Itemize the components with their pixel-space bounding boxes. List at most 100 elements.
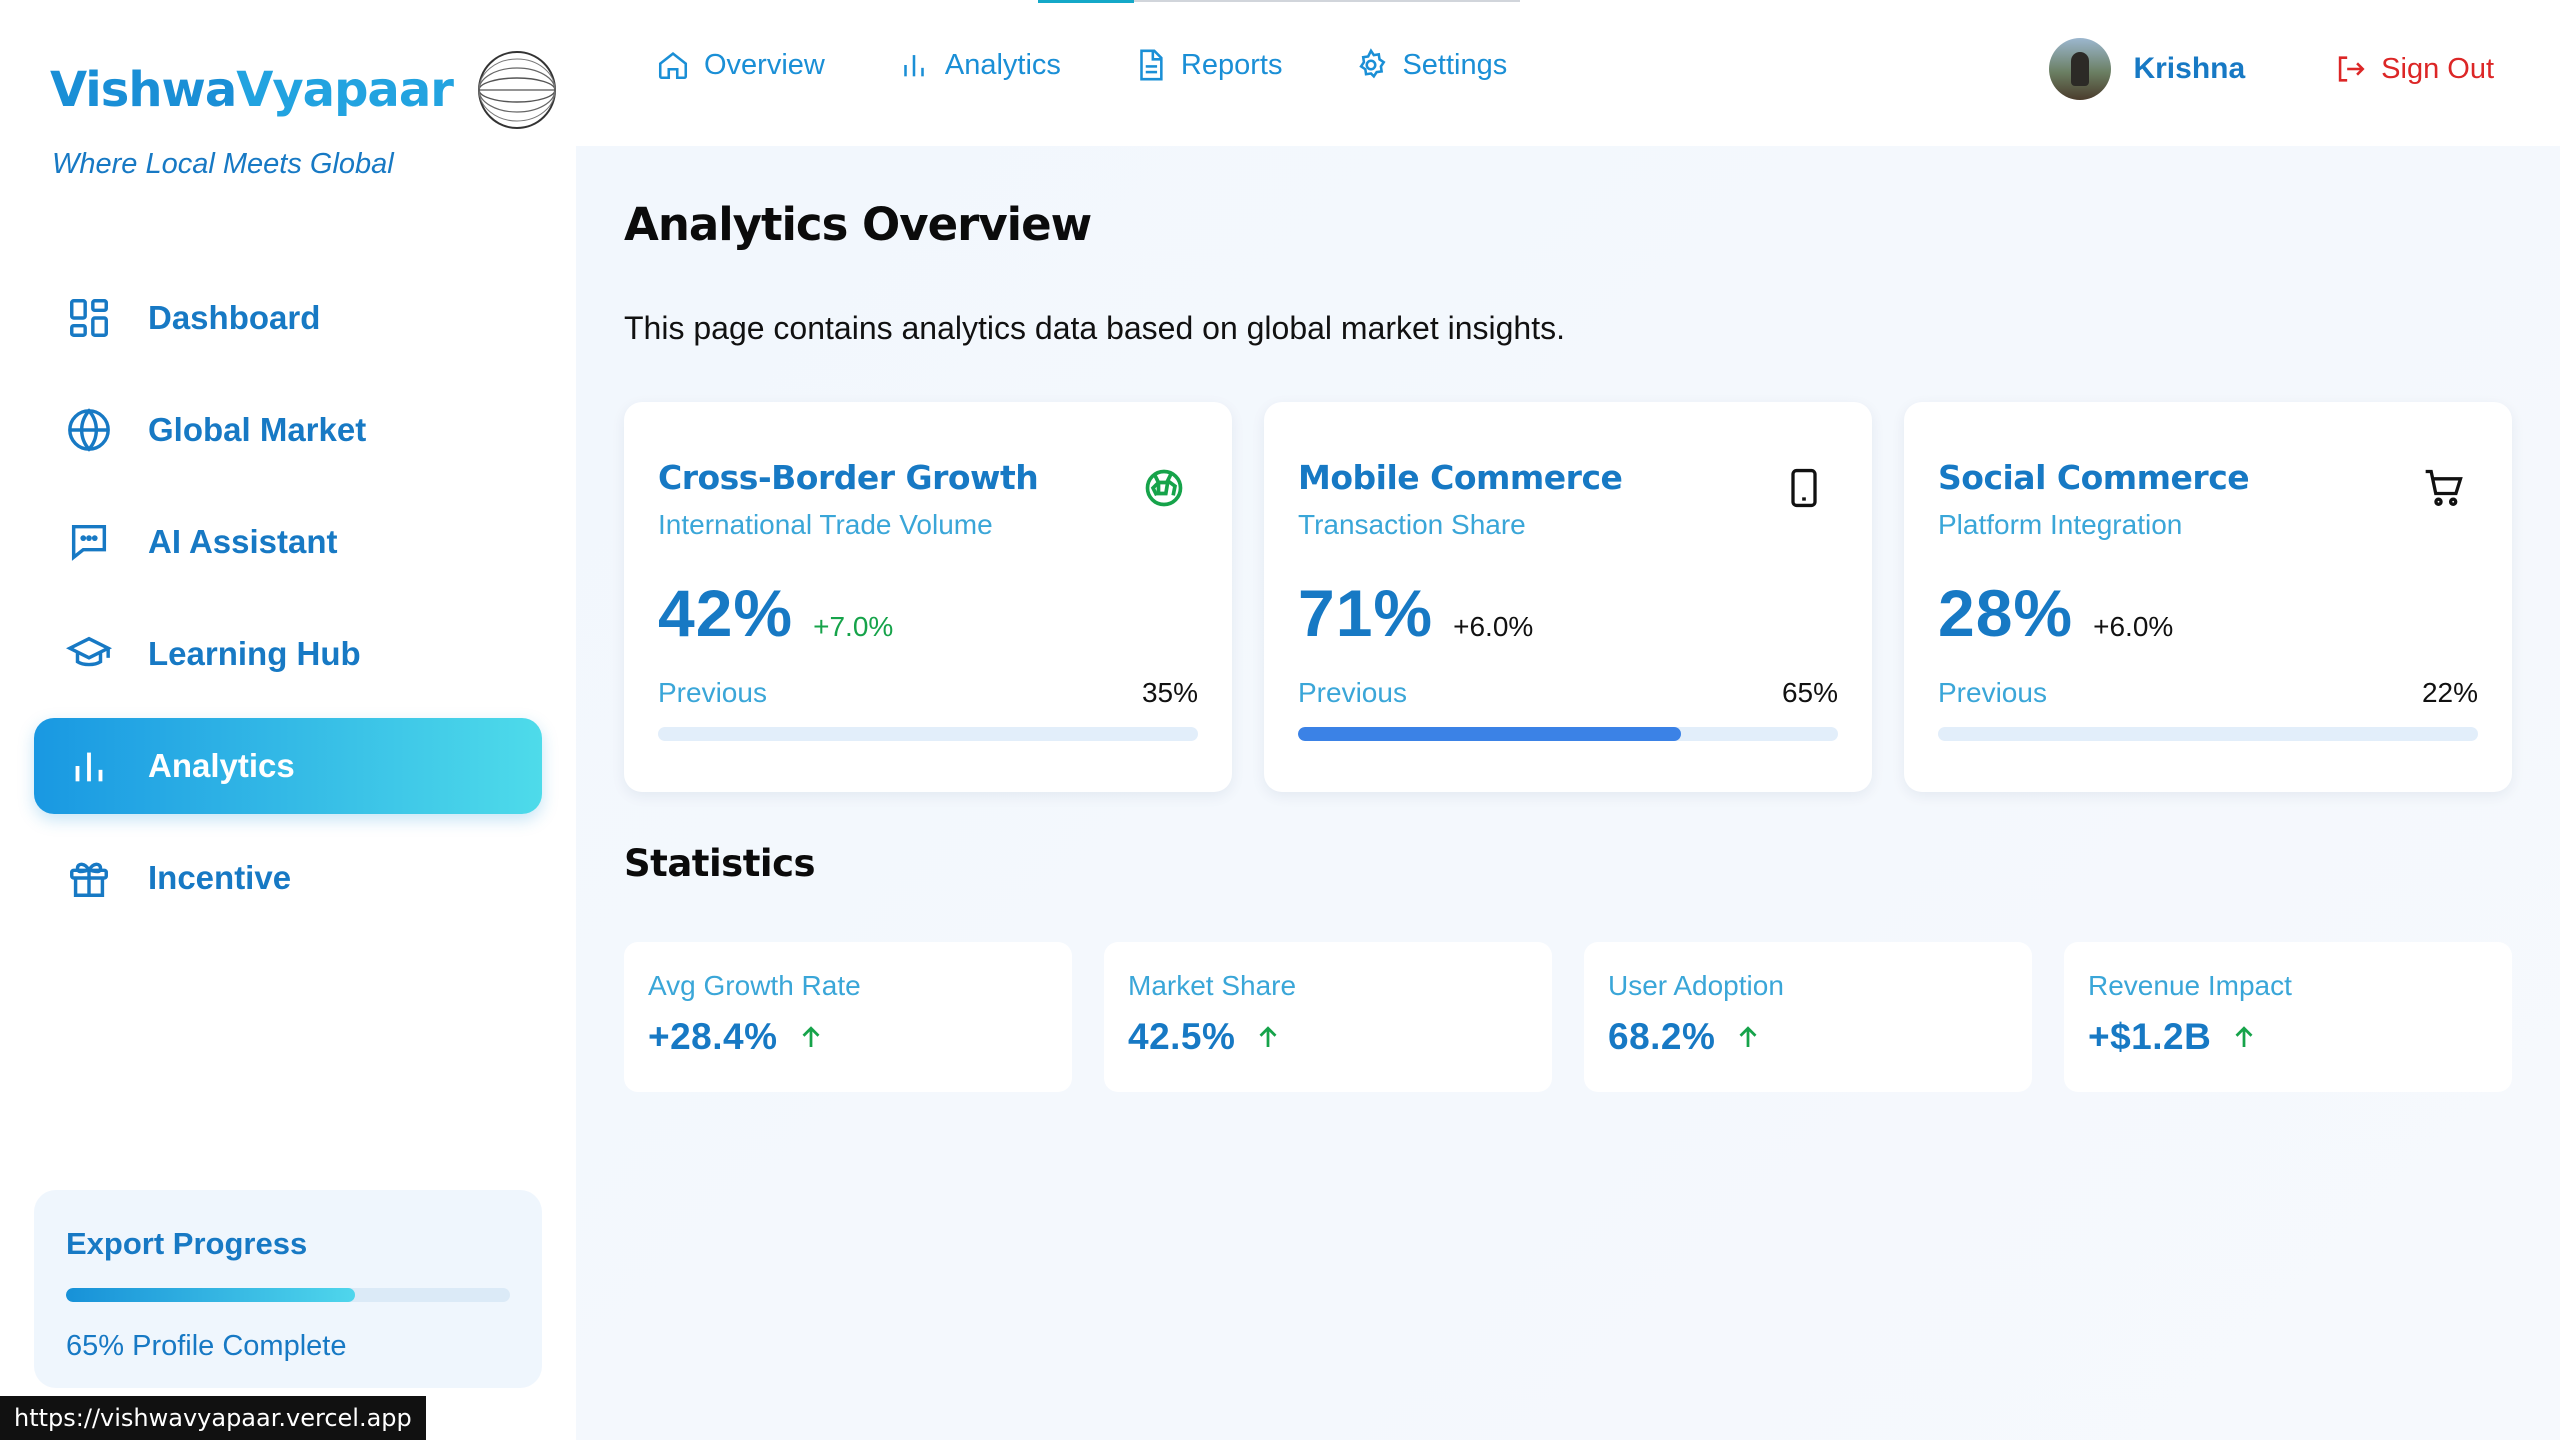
brand-name: VishwaVyapaar	[50, 62, 454, 118]
metric-previous-row: Previous 35%	[658, 677, 1198, 709]
dashboard-grid-icon	[70, 299, 108, 337]
status-bar-url: https://vishwavyapaar.vercel.app	[0, 1396, 426, 1440]
metric-previous-label: Previous	[1298, 677, 1407, 708]
tab-label: Settings	[1402, 48, 1508, 81]
metric-subtitle: Transaction Share	[1298, 509, 1526, 540]
globe-network-icon	[1145, 469, 1183, 507]
main-content: Analytics Overview This page contains an…	[576, 146, 2560, 1440]
metric-subtitle: International Trade Volume	[658, 509, 993, 540]
metric-change: +6.0%	[2093, 611, 2174, 642]
metric-value: 28%	[1938, 576, 2074, 650]
metric-title: Social Commerce	[1938, 458, 2250, 497]
metric-value-row: 71% +6.0%	[1298, 575, 1838, 651]
sign-out-label: Sign Out	[2381, 52, 2494, 85]
metric-progress-bar	[658, 727, 1198, 741]
arrow-up-icon	[1259, 1026, 1277, 1047]
tab-analytics[interactable]: Analytics	[897, 48, 1061, 82]
stat-value-row: +$1.2B	[2088, 1016, 2488, 1058]
graduation-cap-icon	[66, 636, 112, 667]
metric-previous-value: 35%	[1141, 677, 1198, 708]
sidebar-item-analytics[interactable]: Analytics	[34, 718, 542, 814]
sidebar: VishwaVyapaar Where Local Meets Global D…	[0, 0, 576, 1440]
stat-value-row: +28.4%	[648, 1016, 1048, 1058]
metric-progress-bar	[1298, 727, 1838, 741]
user-area: Krishna Sign Out	[2049, 38, 2494, 100]
gift-icon	[70, 862, 108, 897]
stat-card-avg-growth: Avg Growth Rate +28.4%	[624, 942, 1072, 1092]
export-progress-title: Export Progress	[66, 1226, 308, 1261]
gear-icon	[1359, 48, 1386, 79]
metric-title: Cross-Border Growth	[658, 458, 1039, 497]
metric-previous-value: 22%	[2421, 677, 2478, 708]
shopping-cart-icon	[2425, 469, 2463, 506]
page-title: Analytics Overview	[624, 198, 1092, 251]
user-name[interactable]: Krishna	[2133, 52, 2246, 85]
stat-value: 42.5%	[1128, 1016, 1236, 1057]
chat-icon	[71, 524, 107, 561]
brand-name-part1: Vishwa	[50, 62, 237, 118]
tab-overview[interactable]: Overview	[656, 48, 825, 82]
metric-value-row: 42% +7.0%	[658, 575, 1198, 651]
stat-card-market-share: Market Share 42.5%	[1104, 942, 1552, 1092]
stat-value: 68.2%	[1608, 1016, 1716, 1057]
stat-value: +$1.2B	[2088, 1016, 2212, 1057]
metric-previous-label: Previous	[658, 677, 767, 708]
top-scroll-indicator	[1038, 0, 1134, 3]
export-progress-card: Export Progress 65% Profile Complete	[34, 1190, 542, 1388]
sidebar-item-label: Learning Hub	[148, 635, 361, 672]
metric-progress-fill	[1298, 727, 1682, 741]
globe-logo-icon	[477, 51, 556, 129]
metric-previous-label: Previous	[1938, 677, 2047, 708]
sidebar-item-dashboard[interactable]: Dashboard	[34, 270, 542, 366]
sidebar-item-label: Incentive	[148, 859, 292, 896]
home-icon	[658, 52, 688, 80]
arrow-up-icon	[2235, 1026, 2253, 1047]
stat-label: Avg Growth Rate	[648, 970, 861, 1001]
metric-title: Mobile Commerce	[1298, 458, 1623, 497]
brand-name-part2: Vyapaar	[236, 62, 454, 118]
arrow-up-icon	[802, 1026, 820, 1047]
top-scroll-track	[1134, 0, 1520, 2]
document-icon	[1140, 49, 1163, 81]
tab-label: Analytics	[944, 48, 1061, 81]
stat-value-row: 68.2%	[1608, 1016, 2008, 1058]
sidebar-item-label: AI Assistant	[148, 523, 338, 560]
top-nav: Overview Analytics Reports Settings	[656, 48, 1579, 82]
statistics-title: Statistics	[624, 842, 816, 885]
stat-value-row: 42.5%	[1128, 1016, 1528, 1058]
brand[interactable]: VishwaVyapaar	[50, 48, 559, 132]
bar-chart-icon	[75, 752, 103, 782]
tab-label: Overview	[704, 48, 825, 81]
stat-card-revenue-impact: Revenue Impact +$1.2B	[2064, 942, 2512, 1092]
page-description: This page contains analytics data based …	[624, 310, 1565, 346]
smartphone-icon	[1791, 468, 1817, 508]
export-progress-bar	[66, 1288, 510, 1302]
sidebar-item-global-market[interactable]: Global Market	[34, 382, 542, 478]
bar-chart-icon	[904, 55, 924, 77]
top-bar: Overview Analytics Reports Settings Kris…	[576, 0, 2560, 146]
brand-tagline: Where Local Meets Global	[52, 148, 394, 180]
globe-icon	[68, 408, 110, 452]
sidebar-item-ai-assistant[interactable]: AI Assistant	[34, 494, 542, 590]
metric-change: +7.0%	[813, 611, 894, 642]
sidebar-item-label: Dashboard	[148, 299, 321, 336]
metric-card-social-commerce: Social Commerce Platform Integration 28%…	[1904, 402, 2512, 792]
metric-previous-row: Previous 22%	[1938, 677, 2478, 709]
stat-card-user-adoption: User Adoption 68.2%	[1584, 942, 2032, 1092]
arrow-up-icon	[1739, 1026, 1757, 1047]
metric-value: 42%	[658, 576, 794, 650]
sign-out-button[interactable]: Sign Out	[2333, 52, 2494, 86]
tab-label: Reports	[1180, 48, 1283, 81]
tab-reports[interactable]: Reports	[1133, 48, 1283, 82]
sidebar-item-incentive[interactable]: Incentive	[34, 830, 542, 926]
tab-settings[interactable]: Settings	[1354, 48, 1507, 82]
stat-value: +28.4%	[648, 1016, 778, 1057]
metric-previous-value: 65%	[1781, 677, 1838, 708]
metric-change: +6.0%	[1453, 611, 1534, 642]
sidebar-item-learning-hub[interactable]: Learning Hub	[34, 606, 542, 702]
export-progress-fill	[66, 1288, 355, 1302]
sign-out-icon	[2338, 56, 2365, 82]
metric-progress-bar	[1938, 727, 2478, 741]
avatar[interactable]	[2049, 38, 2112, 100]
stat-label: Market Share	[1128, 970, 1297, 1001]
